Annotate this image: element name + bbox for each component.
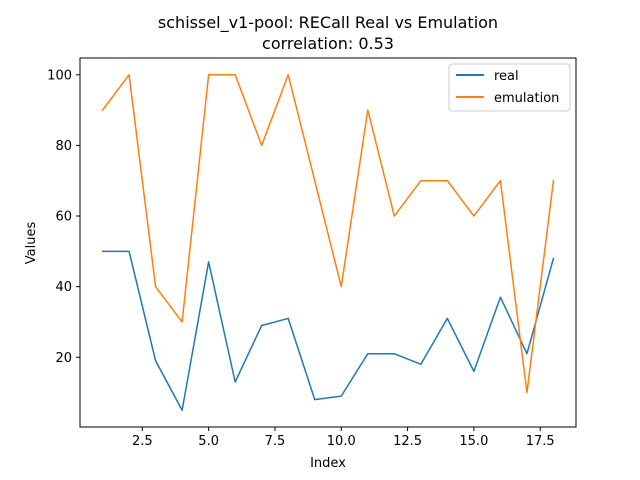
x-axis: 2.5 5.0 7.5 10.0 12.5 15.0 17.5: [132, 427, 555, 449]
chart-title: schissel_v1-pool: RECall Real vs Emulati…: [158, 13, 498, 33]
x-tick-label: 7.5: [265, 434, 286, 449]
x-tick-label: 15.0: [459, 434, 488, 449]
x-tick-label: 2.5: [132, 434, 153, 449]
series-layer: [101, 74, 555, 411]
chart-subtitle: correlation: 0.53: [262, 34, 394, 53]
plot-area: [79, 57, 577, 428]
y-tick-label: 20: [55, 351, 72, 366]
y-tick-label: 60: [55, 210, 72, 225]
y-tick-label: 80: [55, 139, 72, 154]
x-tick-label: 12.5: [393, 434, 422, 449]
y-axis-label: Values: [24, 222, 39, 265]
x-axis-label: Index: [310, 456, 346, 471]
legend-label-real: real: [494, 69, 519, 84]
axes-frame: [79, 57, 577, 428]
y-axis: 20 40 60 80 100: [47, 68, 80, 366]
y-tick-label: 100: [47, 68, 72, 83]
series-line-real: [101, 250, 555, 411]
x-tick-label: 10.0: [327, 434, 356, 449]
series-line-emulation: [101, 74, 555, 394]
legend-label-emulation: emulation: [494, 91, 559, 106]
x-tick-label: 5.0: [198, 434, 219, 449]
legend: real emulation: [448, 63, 571, 112]
x-tick-label: 17.5: [526, 434, 555, 449]
y-tick-label: 40: [55, 280, 72, 295]
